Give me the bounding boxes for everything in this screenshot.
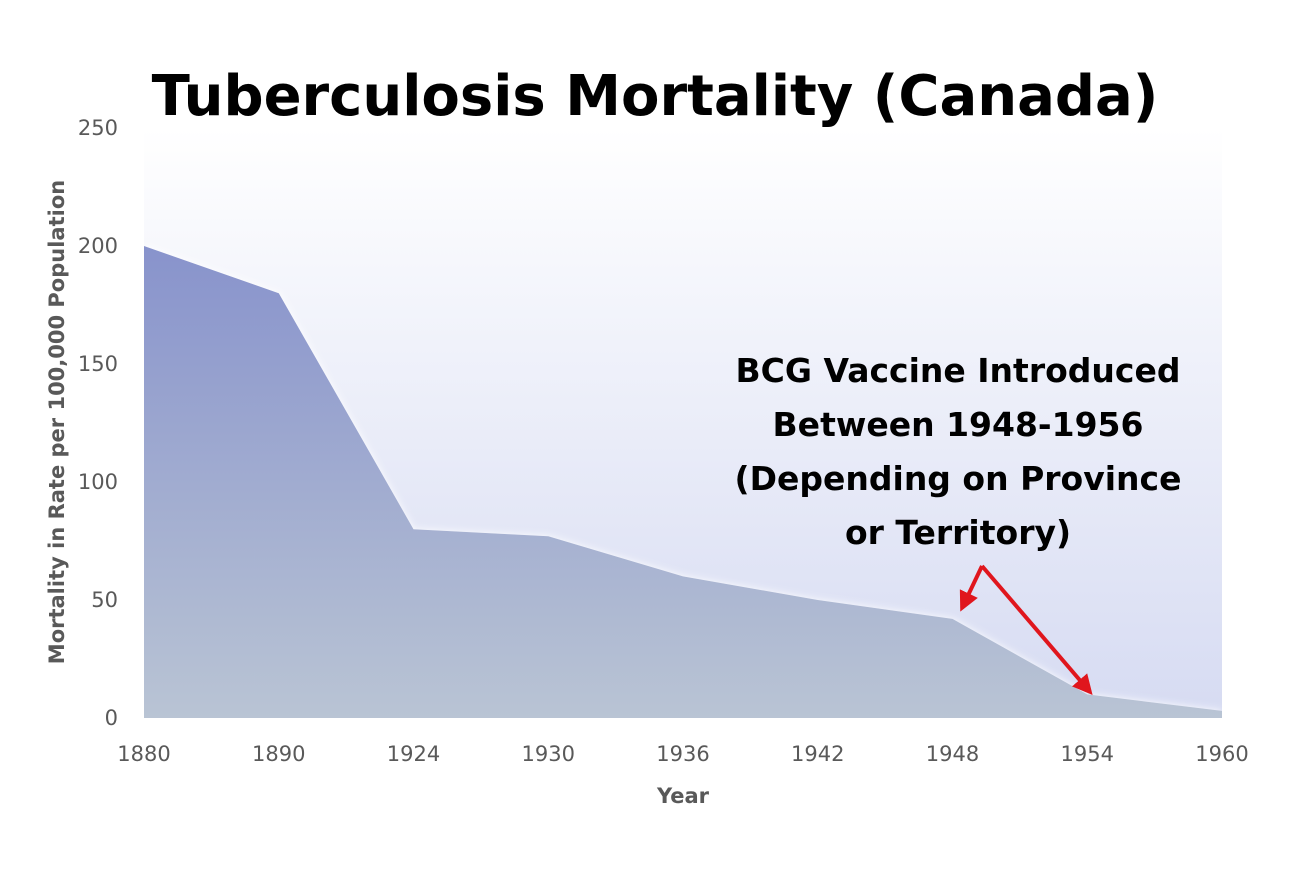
annotation-line-2: Between 1948-1956 xyxy=(773,405,1144,444)
annotation-line-3: (Depending on Province xyxy=(735,459,1182,498)
annotation: BCG Vaccine Introduced Between 1948-1956… xyxy=(735,351,1182,552)
annotation-line-1: BCG Vaccine Introduced xyxy=(736,351,1181,390)
chart-title: Tuberculosis Mortality (Canada) xyxy=(152,64,1159,129)
x-tick-label: 1936 xyxy=(656,742,709,766)
x-tick-label: 1942 xyxy=(791,742,844,766)
y-axis-title: Mortality in Rate per 100,000 Population xyxy=(45,180,69,664)
x-tick-label: 1948 xyxy=(926,742,979,766)
annotation-line-4: or Territory) xyxy=(845,513,1071,552)
annotation-arrows xyxy=(959,564,1093,696)
x-tick-label: 1930 xyxy=(522,742,575,766)
x-axis: 1880 1890 1924 1930 1936 1942 1948 1954 1960 xyxy=(117,742,1248,766)
y-tick-label: 50 xyxy=(91,588,118,612)
y-tick-label: 0 xyxy=(105,706,118,730)
y-axis: 0 50 100 150 200 250 xyxy=(78,116,118,730)
x-axis-title: Year xyxy=(656,784,710,808)
y-tick-label: 100 xyxy=(78,470,118,494)
x-tick-label: 1924 xyxy=(387,742,440,766)
x-tick-label: 1880 xyxy=(117,742,170,766)
x-tick-label: 1954 xyxy=(1061,742,1114,766)
y-tick-label: 150 xyxy=(78,352,118,376)
arrow-to-1948 xyxy=(959,565,984,612)
arrow-to-1954 xyxy=(980,564,1093,696)
y-tick-label: 250 xyxy=(78,116,118,140)
x-tick-label: 1960 xyxy=(1195,742,1248,766)
y-tick-label: 200 xyxy=(78,234,118,258)
area-series xyxy=(144,246,1222,718)
x-tick-label: 1890 xyxy=(252,742,305,766)
